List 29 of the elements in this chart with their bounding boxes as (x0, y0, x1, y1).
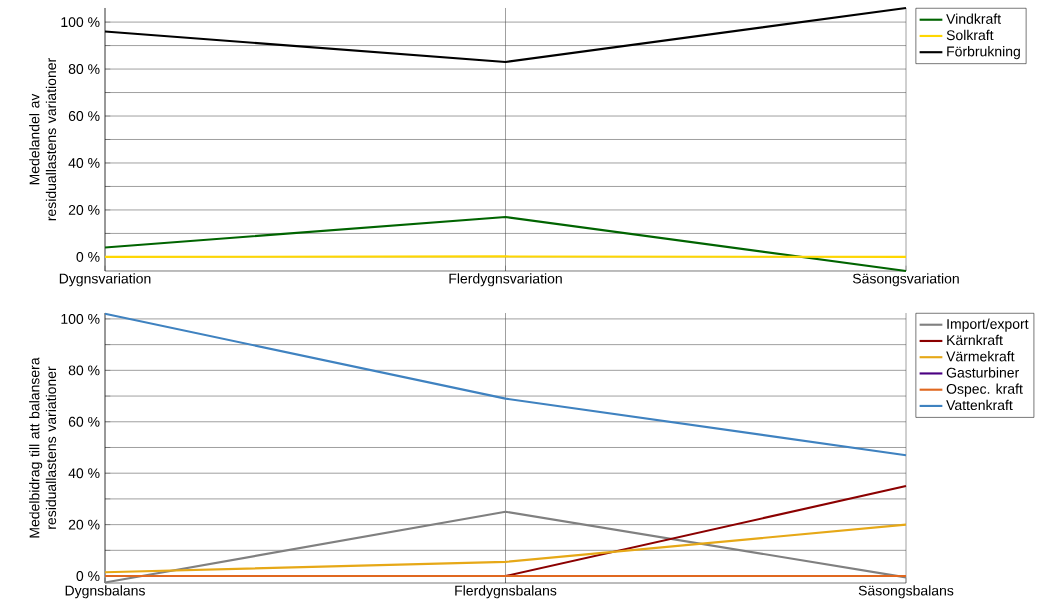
legend-label: Vattenkraft (946, 399, 1013, 411)
y-tick-label: 60 % (68, 416, 100, 427)
y-tick-label: 20 % (68, 519, 100, 530)
y-tick-label: 60 % (68, 111, 100, 121)
x-tick-label: Dygnsvariation (59, 273, 151, 287)
x-tick-label: Säsongsbalans (858, 585, 954, 599)
x-tick-label: Säsongsvariation (852, 273, 959, 287)
y-axis-title: Medelbidrag till att balansera residuallastens variationer (29, 357, 57, 538)
legend-label: Kärnkraft (947, 334, 1003, 346)
legend-label: Gasturbiner (946, 367, 1020, 378)
legend-label: Vindkraft (946, 13, 1001, 24)
y-tick-label: 40 % (68, 158, 100, 168)
x-tick-label: Flerdygnsbalans (455, 585, 557, 599)
y-tick-label: 100 % (61, 17, 100, 28)
x-tick-label: Flerdygnsvariation (449, 273, 562, 287)
legend-label: Import/export (947, 318, 1029, 332)
y-tick-label: 100 % (61, 313, 100, 324)
legend-label: Värmekraft (946, 351, 1015, 362)
y-tick-label: 40 % (68, 468, 100, 479)
legend-label: Ospec. kraft (946, 383, 1023, 397)
y-tick-label: 80 % (68, 365, 100, 376)
legend-label: Solkraft (946, 29, 994, 41)
x-tick-label: Dygnsbalans (65, 585, 145, 599)
y-tick-label: 0 % (76, 251, 100, 262)
y-tick-label: 0 % (76, 571, 100, 582)
y-axis-title: Medelandel av residuallastens variationer (29, 58, 57, 221)
legend-label: Förbrukning (947, 46, 1020, 60)
y-tick-label: 20 % (68, 205, 100, 215)
y-tick-label: 80 % (68, 64, 100, 75)
